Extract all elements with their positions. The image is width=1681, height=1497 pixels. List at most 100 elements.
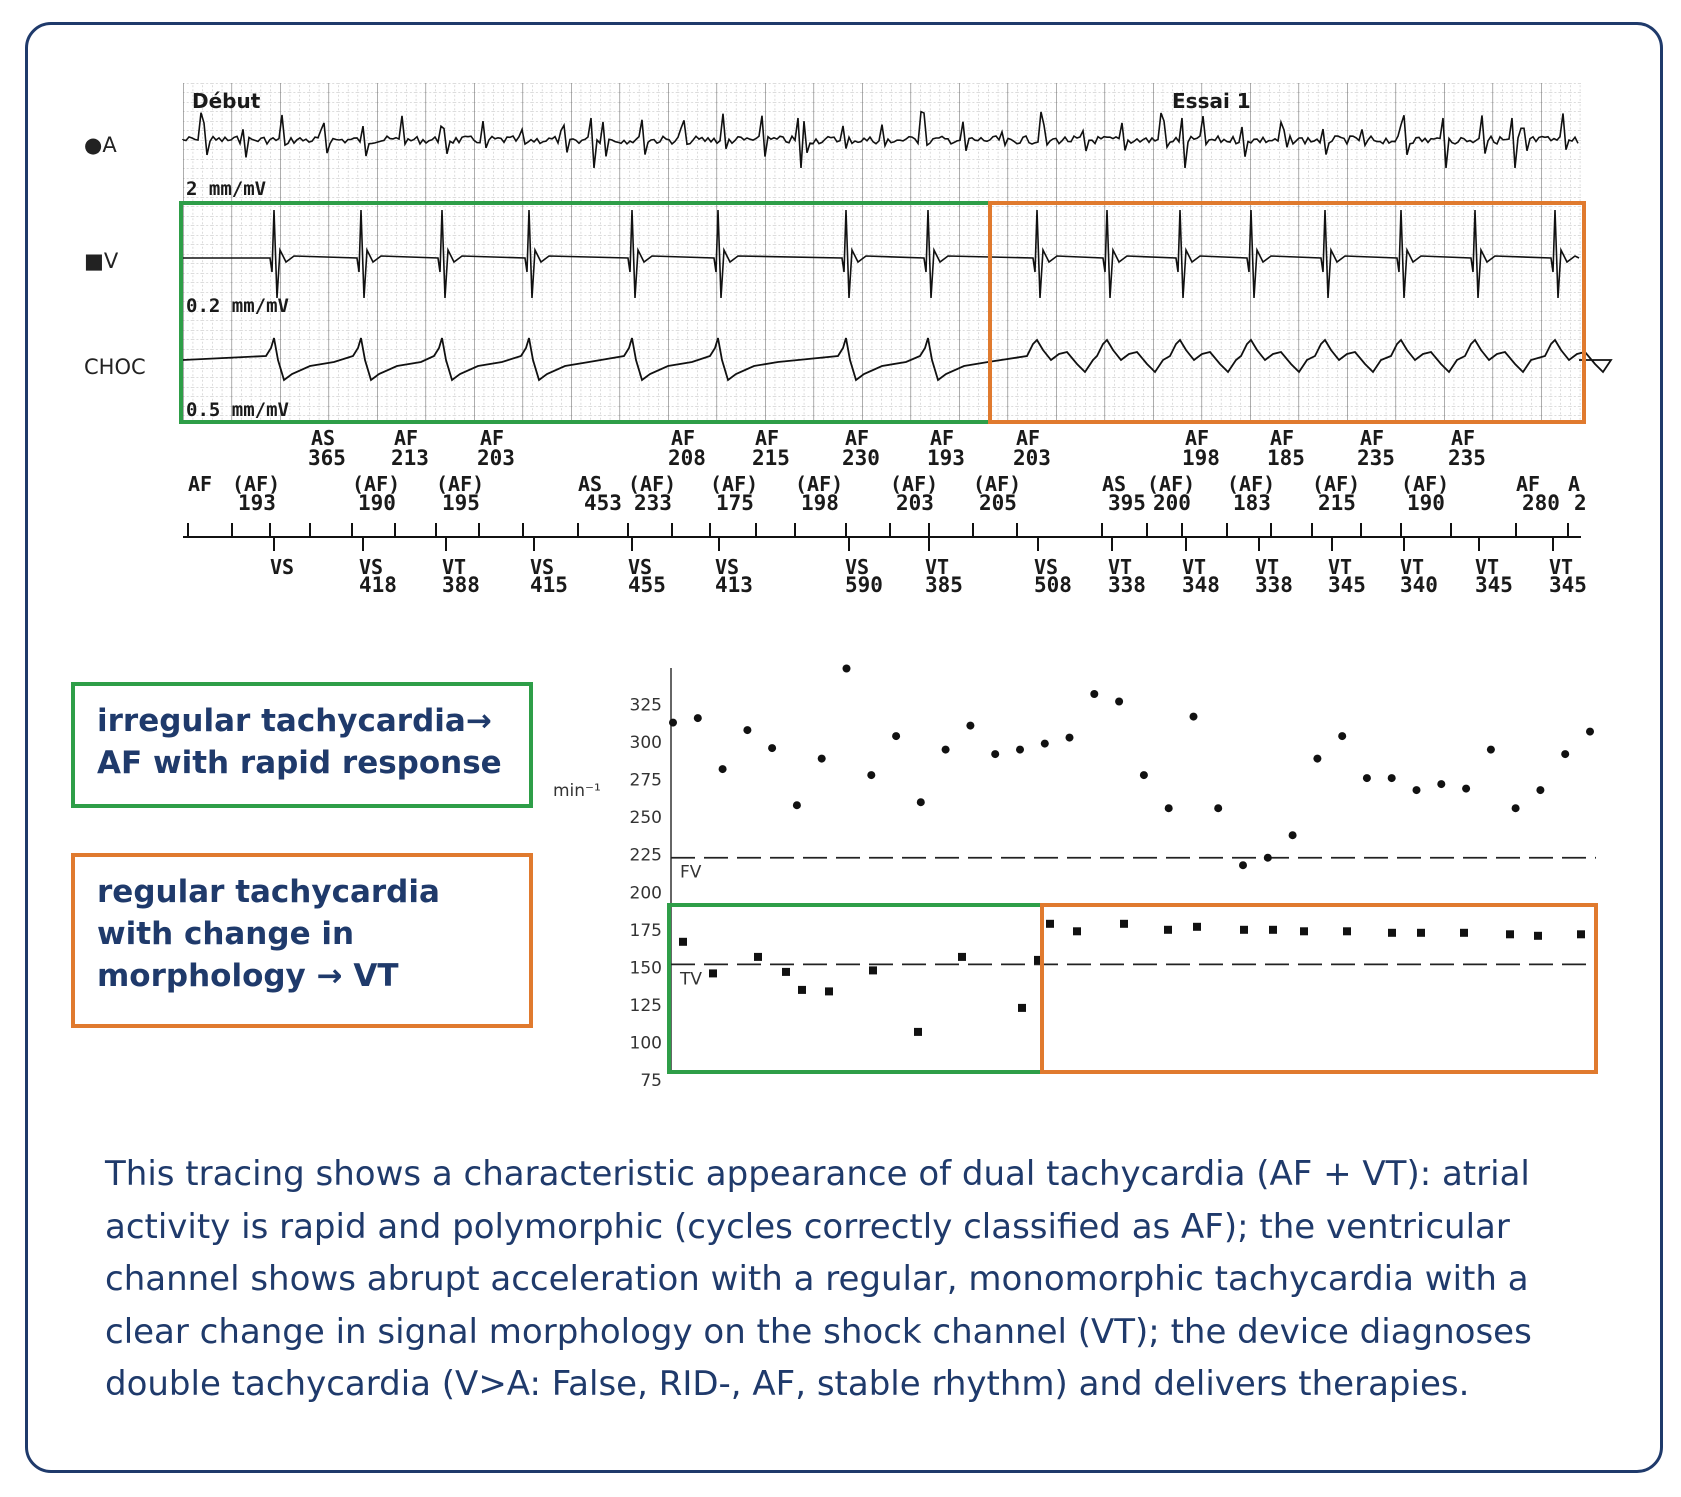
upper-marker-type: AF	[930, 426, 954, 450]
ventricular-marker-type: VS	[715, 555, 739, 579]
threshold-tv-label: TV	[679, 969, 702, 989]
ventricular-rate-point	[1417, 928, 1425, 937]
upper-marker-value: 203	[1013, 446, 1051, 470]
upper-marker-type: AF	[394, 426, 418, 450]
upper-marker-value: 213	[391, 446, 429, 470]
atrial-rate-point	[1437, 780, 1446, 789]
atrial-marker-type: (AF)	[1227, 472, 1275, 496]
ventricular-marker-type: VT	[1182, 555, 1206, 579]
atrial-rate-point	[842, 664, 851, 673]
atrial-rate-point	[1362, 774, 1371, 783]
atrial-marker-type: (AF)	[232, 472, 280, 496]
ventricular-rate-point	[1577, 930, 1585, 939]
ventricular-marker-value: 388	[442, 573, 480, 597]
ventricular-rate-point	[1193, 922, 1201, 931]
marker-ticks	[187, 523, 1569, 537]
atrial-marker-type: (AF)	[1147, 472, 1195, 496]
atrial-marker-type: (AF)	[628, 472, 676, 496]
ventricular-rate-point	[1018, 1003, 1026, 1012]
gain-label-ventricular: 0.2 mm/mV	[186, 295, 289, 317]
ventricular-marker-type: VT	[1400, 555, 1424, 579]
atrial-rate-point	[941, 745, 950, 754]
atrial-rate-point	[1412, 786, 1421, 795]
atrial-rate-point	[1387, 774, 1396, 783]
atrial-marker-value: 215	[1318, 491, 1356, 515]
ventricular-rate-point	[754, 952, 762, 961]
ventricular-marker-value: 348	[1182, 573, 1220, 597]
ventricular-marker-value: 338	[1108, 573, 1146, 597]
atrial-marker-value: 280	[1522, 491, 1560, 515]
rate-af-highlight-box	[667, 903, 1044, 1074]
ventricular-marker-value: 590	[845, 573, 883, 597]
upper-marker-type: AF	[1016, 426, 1040, 450]
upper-marker-value: 203	[477, 446, 515, 470]
atrial-rate-point	[1065, 733, 1074, 742]
atrial-marker-type: AF	[1516, 472, 1540, 496]
atrial-marker-value: 183	[1233, 491, 1271, 515]
ventricular-marker-value: 413	[715, 573, 753, 597]
atrial-trace	[182, 110, 1579, 169]
upper-marker-type: AF	[845, 426, 869, 450]
atrial-rate-point	[1561, 750, 1570, 759]
ventricular-marker-value: 418	[359, 573, 397, 597]
ventricular-rate-point	[958, 952, 966, 961]
upper-marker-value: 235	[1357, 446, 1395, 470]
rate-y-tick-label: 100	[630, 1033, 662, 1053]
atrial-marker-type: (AF)	[973, 472, 1021, 496]
callout-vt-line2: with change in	[97, 916, 355, 952]
ventricular-marker-value: 508	[1034, 573, 1072, 597]
upper-marker-row: AS365AF213AF203AF208AF215AF230AF193AF203…	[308, 426, 1486, 470]
atrial-marker-type: A	[1568, 472, 1580, 496]
ventricular-rate-point	[1120, 919, 1128, 928]
atrial-marker-value: 200	[1153, 491, 1191, 515]
callout-af-line2: AF with rapid response	[97, 745, 502, 781]
atrial-rate-point	[1164, 804, 1173, 813]
channel-label-ventricular: ■V	[84, 249, 119, 273]
atrial-rate-point	[1511, 804, 1520, 813]
atrial-marker-type: AS	[1102, 472, 1126, 496]
ventricular-rate-point	[679, 937, 687, 946]
ventricular-rate-point	[1343, 927, 1351, 936]
upper-marker-value: 365	[308, 446, 346, 470]
ventricular-marker-type: VT	[1108, 555, 1132, 579]
ventricular-marker-row: VS VS418VT388VS415VS455VS413VS590VT385VS5…	[270, 537, 1587, 597]
rate-y-tick-label: 125	[630, 996, 662, 1016]
atrial-marker-type: (AF)	[352, 472, 400, 496]
atrial-rate-point	[966, 721, 975, 730]
ventricular-marker-value: 455	[628, 573, 666, 597]
ventricular-rate-point	[1034, 955, 1042, 964]
atrial-marker-type: (AF)	[795, 472, 843, 496]
atrial-rate-point	[693, 714, 702, 723]
ventricular-marker-type: VT	[925, 555, 949, 579]
atrial-marker-value: 190	[358, 491, 396, 515]
rate-y-tick-label: 250	[630, 808, 662, 828]
gain-label-atrial: 2 mm/mV	[186, 178, 266, 200]
upper-marker-type: AF	[671, 426, 695, 450]
atrial-rate-point	[916, 798, 925, 807]
upper-marker-type: AF	[480, 426, 504, 450]
ventricular-rate-point	[1164, 925, 1172, 934]
upper-marker-value: 235	[1448, 446, 1486, 470]
atrial-marker-value: 203	[896, 491, 934, 515]
upper-marker-value: 198	[1182, 446, 1220, 470]
atrial-rate-point	[1239, 861, 1247, 870]
ventricular-rate-point	[1506, 930, 1514, 939]
channel-label-atrial: ●A	[84, 133, 117, 157]
atrial-marker-type: AS	[578, 472, 602, 496]
egm-vt-highlight-box	[988, 201, 1586, 424]
ventricular-rate-point	[825, 987, 833, 996]
upper-marker-type: AF	[1451, 426, 1475, 450]
atrial-rate-point	[1040, 739, 1049, 748]
atrial-marker-value: 198	[801, 491, 839, 515]
ventricular-rate-point	[1460, 928, 1468, 937]
ventricular-rate-point	[798, 985, 806, 994]
atrial-rate-point	[1115, 697, 1124, 706]
atrial-rate-point	[1139, 771, 1148, 780]
ventricular-rate-point	[1269, 925, 1277, 934]
ventricular-marker-value: 385	[925, 573, 963, 597]
atrial-rate-point	[1090, 690, 1099, 698]
atrial-rate-point	[792, 801, 801, 810]
rate-y-tick-label: 275	[630, 771, 662, 791]
upper-marker-type: AS	[311, 426, 335, 450]
